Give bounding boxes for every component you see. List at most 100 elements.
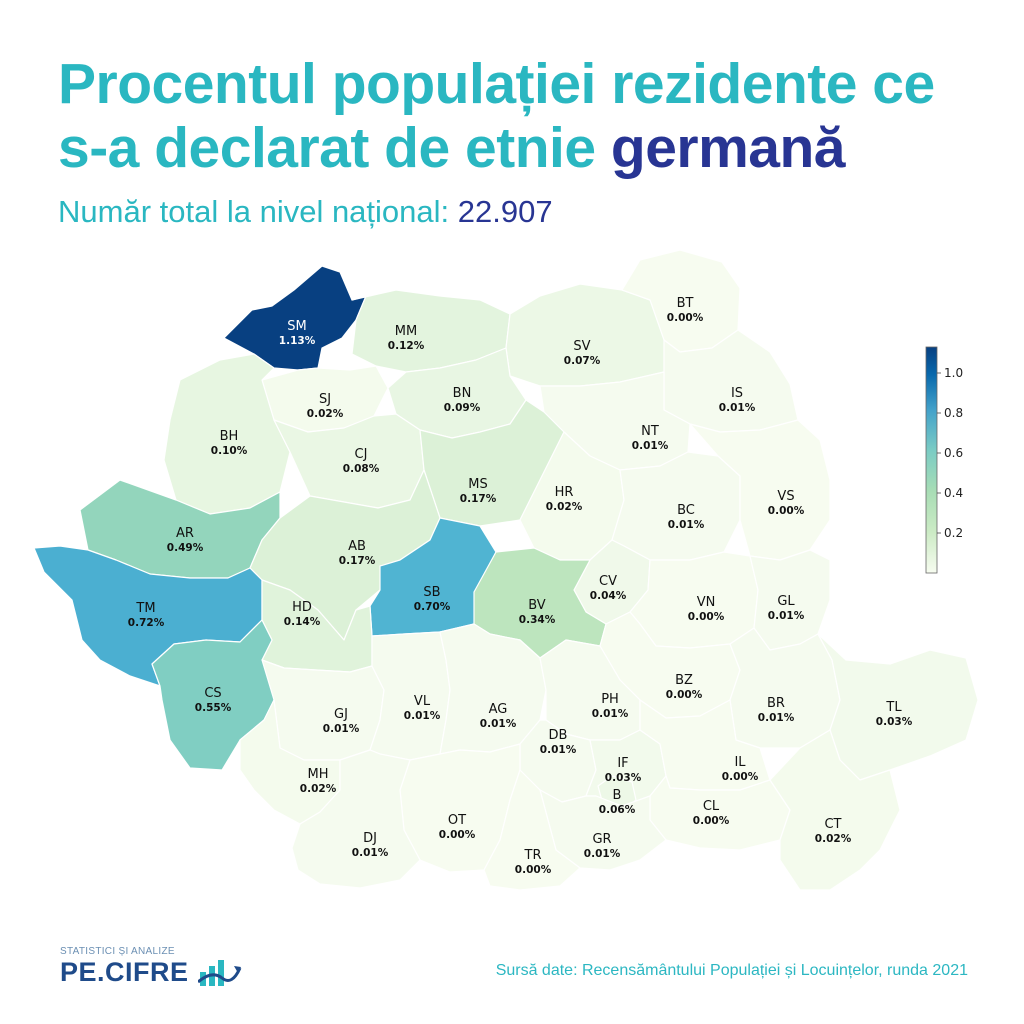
county-code-mm: MM — [395, 324, 417, 339]
county-gj — [261, 659, 385, 761]
county-code-mh: MH — [308, 767, 329, 782]
page-title: Procentul populației rezidente ce s-a de… — [58, 52, 988, 180]
county-ct — [769, 729, 901, 891]
county-value-bt: 0.00% — [667, 312, 704, 324]
county-vn — [629, 551, 759, 649]
county-value-cv: 0.04% — [590, 590, 627, 602]
county-code-bv: BV — [528, 598, 546, 613]
county-dj — [291, 749, 421, 889]
county-value-ab: 0.17% — [339, 555, 376, 567]
county-code-bc: BC — [677, 503, 695, 518]
county-code-hd: HD — [292, 600, 312, 615]
county-value-ag: 0.01% — [480, 718, 517, 730]
county-value-sv: 0.07% — [564, 355, 601, 367]
county-code-tm: TM — [135, 601, 155, 616]
county-code-if: IF — [617, 756, 628, 771]
county-value-sb: 0.70% — [414, 601, 451, 613]
subtitle-value: 22.907 — [457, 194, 553, 229]
county-code-ot: OT — [448, 813, 466, 828]
county-value-bc: 0.01% — [668, 519, 705, 531]
county-code-vl: VL — [414, 694, 431, 709]
county-value-tr: 0.00% — [515, 864, 552, 876]
county-value-db: 0.01% — [540, 744, 577, 756]
romania-choropleth-map: SM1.13%MM0.12% SV0.07%BT0.00%SJ0.02%BN0.0… — [33, 249, 979, 891]
county-code-ph: PH — [601, 692, 619, 707]
county-value-mh: 0.02% — [300, 783, 337, 795]
county-value-gl: 0.01% — [768, 610, 805, 622]
county-code-dj: DJ — [363, 831, 377, 846]
county-code-tr: TR — [524, 848, 542, 863]
county-code-vn: VN — [697, 595, 716, 610]
title-highlight: germană — [610, 116, 846, 180]
county-code-db: DB — [549, 728, 568, 743]
county-value-ot: 0.00% — [439, 829, 476, 841]
county-value-br: 0.01% — [758, 712, 795, 724]
title-line-2-start: s-a declarat de etnie — [58, 116, 611, 180]
county-sm — [223, 265, 367, 371]
county-value-ms: 0.17% — [460, 493, 497, 505]
county-labels: SM1.13%MM0.12% SV0.07%BT0.00%SJ0.02%BN0.0… — [128, 296, 913, 876]
county-code-cs: CS — [204, 686, 221, 701]
county-value-if: 0.03% — [605, 772, 642, 784]
logo-tagline: STATISTICI ȘI ANALIZE — [60, 946, 175, 957]
county-code-cj: CJ — [355, 447, 368, 462]
county-value-ar: 0.49% — [167, 542, 204, 554]
county-code-il: IL — [734, 755, 746, 770]
county-code-is: IS — [731, 386, 743, 401]
county-value-ct: 0.02% — [815, 833, 852, 845]
county-value-il: 0.00% — [722, 771, 759, 783]
county-code-cv: CV — [599, 574, 617, 589]
county-code-hr: HR — [555, 485, 574, 500]
county-code-bn: BN — [453, 386, 472, 401]
county-code-gl: GL — [777, 594, 795, 609]
county-code-tl: TL — [885, 700, 902, 715]
county-value-sm: 1.13% — [279, 335, 316, 347]
logo: STATISTICI ȘI ANALIZE PE.CIFRE — [60, 946, 242, 987]
subtitle: Număr total la nivel național: 22.907 — [58, 192, 553, 232]
county-value-bz: 0.00% — [666, 689, 703, 701]
county-code-vs: VS — [777, 489, 794, 504]
county-value-bh: 0.10% — [211, 445, 248, 457]
county-code-sb: SB — [423, 585, 440, 600]
county-tr — [483, 769, 581, 891]
subtitle-label: Număr total la nivel național: — [58, 194, 458, 229]
bar-chart-icon — [198, 960, 242, 986]
county-code-ct: CT — [824, 817, 841, 832]
county-code-b: B — [613, 788, 622, 803]
county-code-ag: AG — [489, 702, 508, 717]
county-value-cj: 0.08% — [343, 463, 380, 475]
county-value-vn: 0.00% — [688, 611, 725, 623]
title-line-1: Procentul populației rezidente ce — [58, 52, 935, 116]
county-bh — [163, 353, 291, 515]
county-sv — [505, 283, 669, 387]
logo-name: PE.CIFRE — [60, 957, 189, 987]
county-value-vl: 0.01% — [404, 710, 441, 722]
county-tl — [817, 633, 979, 781]
county-value-hr: 0.02% — [546, 501, 583, 513]
county-code-bt: BT — [677, 296, 694, 311]
county-value-sj: 0.02% — [307, 408, 344, 420]
county-code-gr: GR — [592, 832, 611, 847]
county-value-ph: 0.01% — [592, 708, 629, 720]
county-code-bz: BZ — [675, 673, 693, 688]
county-shapes — [33, 249, 979, 891]
county-value-hd: 0.14% — [284, 616, 321, 628]
county-value-tl: 0.03% — [876, 716, 913, 728]
county-value-bv: 0.34% — [519, 614, 556, 626]
county-code-ms: MS — [468, 477, 487, 492]
county-value-is: 0.01% — [719, 402, 756, 414]
county-code-nt: NT — [641, 424, 659, 439]
county-code-sm: SM — [287, 319, 306, 334]
county-value-vs: 0.00% — [768, 505, 805, 517]
county-value-bn: 0.09% — [444, 402, 481, 414]
county-code-ar: AR — [176, 526, 194, 541]
data-source: Sursă date: Recensământului Populației ș… — [495, 962, 968, 979]
county-cj — [273, 413, 425, 509]
county-code-br: BR — [767, 696, 785, 711]
county-value-gr: 0.01% — [584, 848, 621, 860]
county-value-cl: 0.00% — [693, 815, 730, 827]
county-code-gj: GJ — [334, 707, 348, 722]
title-line-2: s-a declarat de etnie germană — [58, 116, 988, 180]
county-code-ab: AB — [348, 539, 366, 554]
county-value-dj: 0.01% — [352, 847, 389, 859]
